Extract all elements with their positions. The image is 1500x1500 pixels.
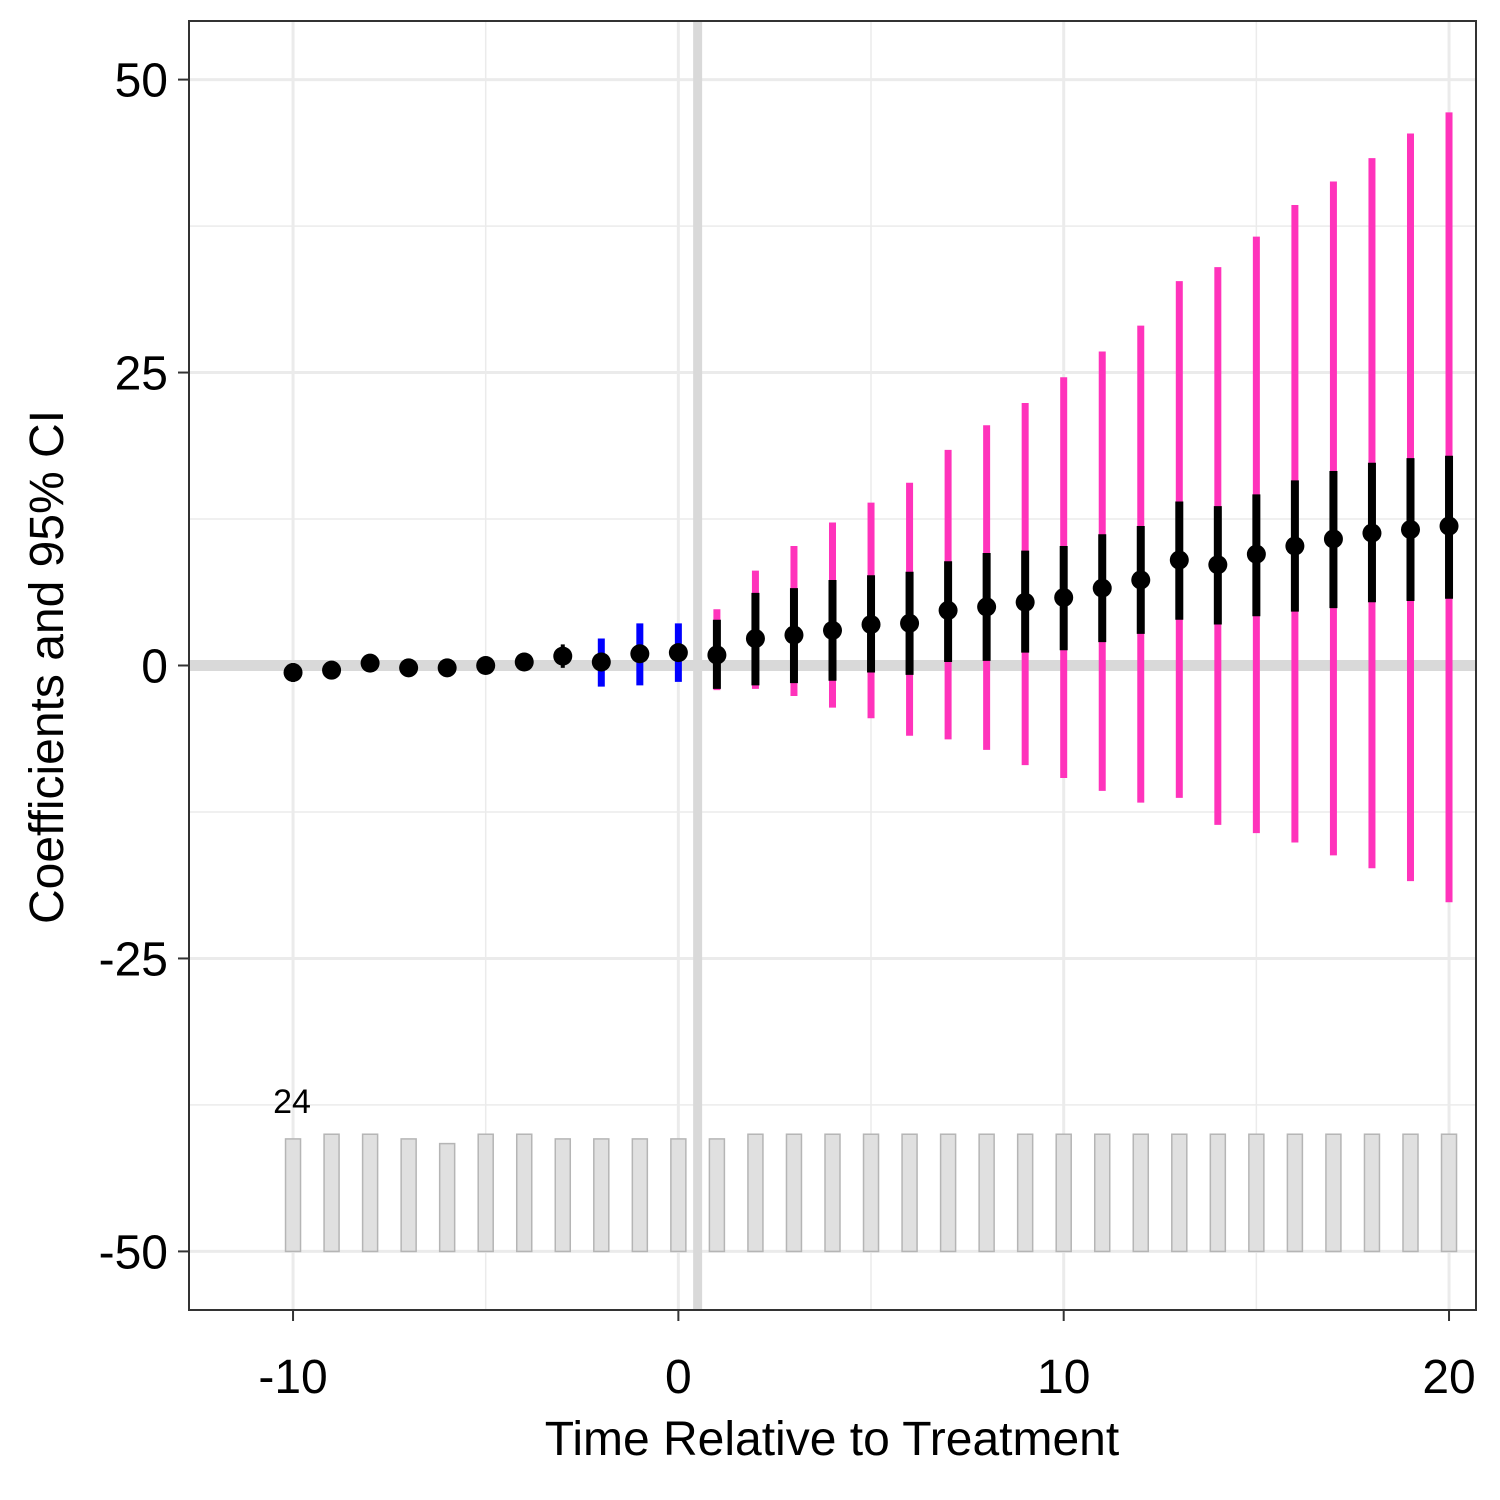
count-bar bbox=[593, 1138, 610, 1253]
count-bar bbox=[708, 1138, 726, 1253]
coefficient-point bbox=[437, 658, 457, 678]
coefficient-point bbox=[591, 652, 611, 672]
count-bar bbox=[1286, 1133, 1304, 1253]
coefficient-point bbox=[1054, 588, 1074, 608]
coefficient-point bbox=[977, 597, 997, 617]
count-bar bbox=[747, 1133, 764, 1253]
y-axis-title: Coefficients and 95% CI bbox=[21, 410, 74, 924]
x-tick-label: 0 bbox=[665, 1351, 692, 1404]
coefficient-point bbox=[1208, 555, 1228, 575]
coefficient-point bbox=[360, 653, 380, 673]
count-bar bbox=[1440, 1133, 1458, 1253]
coefficient-point bbox=[1362, 523, 1382, 543]
count-bar bbox=[1132, 1133, 1150, 1253]
count-bar bbox=[515, 1133, 533, 1253]
coefficient-point bbox=[707, 645, 727, 665]
coefficient-point bbox=[745, 629, 765, 649]
y-tick-label: -25 bbox=[99, 933, 168, 986]
coefficient-point bbox=[938, 600, 958, 620]
coefficient-point bbox=[514, 652, 534, 672]
coefficient-points bbox=[283, 516, 1459, 683]
coefficient-point bbox=[1169, 550, 1189, 570]
count-bars bbox=[284, 1133, 1458, 1253]
y-tick-label: 0 bbox=[141, 641, 168, 694]
coefficient-point bbox=[1015, 592, 1035, 612]
x-tick-label: 20 bbox=[1422, 1351, 1475, 1404]
count-bar bbox=[901, 1133, 918, 1253]
count-bar bbox=[862, 1133, 880, 1253]
count-bar bbox=[1055, 1133, 1072, 1253]
coefficient-point bbox=[1439, 516, 1459, 536]
count-bar bbox=[1248, 1133, 1265, 1253]
coefficient-point bbox=[1246, 544, 1266, 564]
count-bar bbox=[1171, 1133, 1188, 1253]
count-bar bbox=[1325, 1133, 1342, 1253]
coefficient-point bbox=[399, 658, 419, 678]
x-tick-label: -10 bbox=[258, 1351, 327, 1404]
count-bar bbox=[785, 1133, 803, 1253]
count-bar bbox=[939, 1133, 957, 1253]
x-axis-title: Time Relative to Treatment bbox=[545, 1413, 1119, 1466]
y-tick-label: 50 bbox=[115, 55, 168, 108]
count-bar bbox=[1363, 1133, 1381, 1253]
count-bar bbox=[1402, 1133, 1419, 1253]
y-tick-label: -50 bbox=[99, 1226, 168, 1279]
count-bar bbox=[554, 1138, 572, 1253]
coefficient-point bbox=[1131, 570, 1151, 590]
coefficient-point bbox=[1400, 520, 1420, 540]
coefficient-point bbox=[823, 620, 842, 640]
count-bar bbox=[1016, 1133, 1034, 1253]
count-bar bbox=[438, 1142, 456, 1253]
x-tick-label: 10 bbox=[1037, 1351, 1090, 1404]
coefficient-point bbox=[784, 625, 804, 645]
count-bar bbox=[400, 1138, 417, 1253]
count-bar bbox=[631, 1138, 649, 1253]
count-bar bbox=[824, 1133, 841, 1253]
count-bar bbox=[1093, 1133, 1111, 1253]
coefficient-point bbox=[861, 614, 881, 634]
coefficient-point bbox=[900, 613, 920, 633]
count-bar bbox=[978, 1133, 995, 1253]
y-tick-label: 25 bbox=[115, 348, 168, 401]
coefficient-point bbox=[1092, 578, 1112, 598]
coefficient-point bbox=[553, 646, 573, 666]
coefficient-point bbox=[1323, 529, 1343, 549]
count-bar bbox=[361, 1133, 379, 1253]
coefficient-point bbox=[1285, 536, 1305, 556]
count-bar bbox=[477, 1133, 494, 1253]
count-bar bbox=[1209, 1133, 1227, 1253]
coefficient-point bbox=[476, 656, 496, 675]
coefficient-point bbox=[630, 644, 650, 664]
count-bar bbox=[670, 1138, 687, 1253]
coefficient-point bbox=[668, 643, 688, 663]
axes: -10 0 10 20 -50 -25 0 25 50 bbox=[99, 55, 1476, 1404]
coefficient-point bbox=[283, 663, 303, 683]
count-annotation: 24 bbox=[273, 1083, 311, 1121]
coefficient-point bbox=[322, 660, 342, 680]
count-bar bbox=[323, 1133, 340, 1253]
count-bar bbox=[284, 1138, 302, 1253]
